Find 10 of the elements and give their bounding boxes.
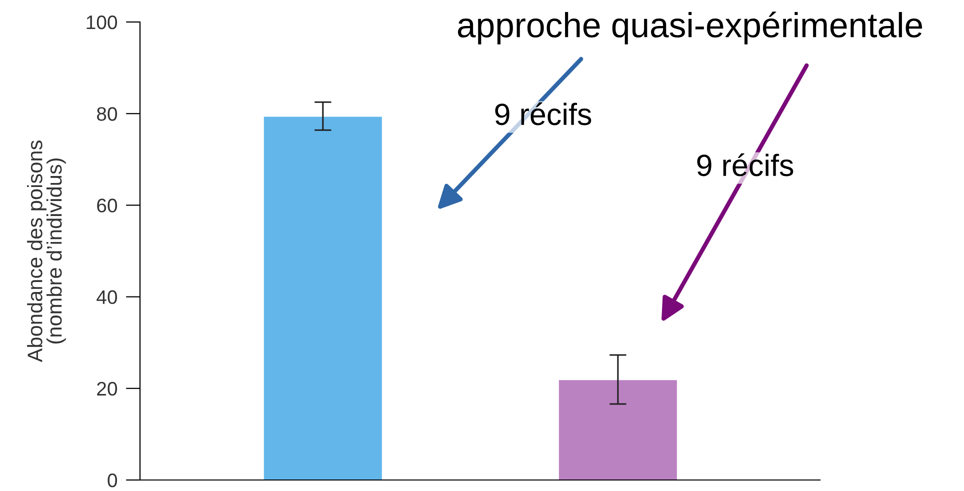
y-axis-title: Abondance des poisons (nombre d’individus) (27, 140, 66, 362)
y-tick-label: 100 (86, 15, 118, 30)
y-tick-label: 40 (96, 290, 118, 304)
annotation: approche quasi-expérimentale (458, 12, 922, 44)
y-tick-label: 80 (96, 107, 118, 121)
y-tick-label: 0 (108, 473, 118, 488)
annotation: 9 récifs (697, 153, 794, 176)
y-tick-label: 20 (97, 382, 118, 396)
y-tick-label: 60 (97, 198, 118, 212)
annotation: 9 récifs (495, 102, 592, 126)
